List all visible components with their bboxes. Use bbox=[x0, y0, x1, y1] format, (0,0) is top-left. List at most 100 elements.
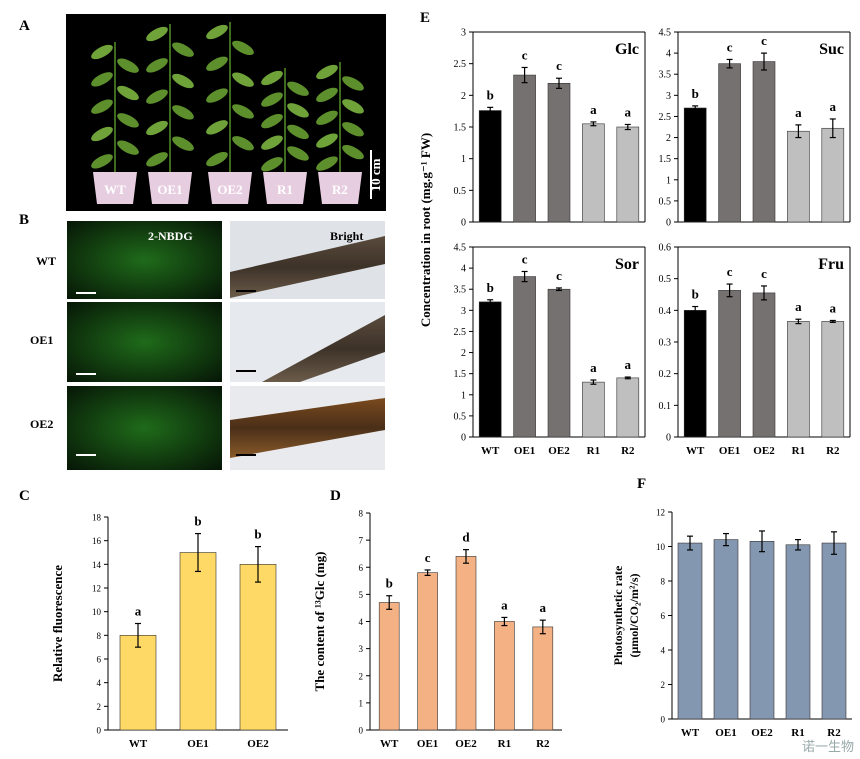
significance-letter: b bbox=[487, 280, 494, 295]
plant-pot bbox=[148, 172, 192, 204]
error-bar bbox=[195, 532, 201, 573]
x-tick-label: R2 bbox=[536, 738, 550, 750]
y-tick-label: 8 bbox=[661, 577, 666, 587]
y-tick-label: 7 bbox=[359, 536, 364, 546]
x-tick-label: R1 bbox=[587, 445, 600, 457]
error-bar bbox=[761, 52, 767, 71]
y-tick-label: 6 bbox=[359, 563, 364, 573]
y-tick-label: 2.5 bbox=[659, 112, 672, 123]
error-bar bbox=[556, 287, 562, 292]
panel-letter-b: B bbox=[19, 212, 29, 228]
bar-oe1 bbox=[417, 572, 438, 731]
y-tick-label: 12 bbox=[656, 508, 665, 518]
error-bar bbox=[624, 376, 631, 380]
y-tick-label: 0.3 bbox=[659, 338, 672, 349]
bar-r2 bbox=[821, 321, 845, 438]
x-tick-label: OE1 bbox=[719, 445, 740, 457]
significance-letter: c bbox=[761, 266, 767, 281]
error-bar bbox=[624, 123, 631, 131]
row-label-wt: WT bbox=[36, 254, 56, 268]
y-axis-label: (μmol/CO₂/m²/s) bbox=[627, 574, 641, 658]
bar-oe2 bbox=[547, 288, 571, 438]
watermark: 诺一生物 bbox=[801, 740, 854, 755]
bar-r2 bbox=[821, 127, 845, 223]
y-tick-label: 8 bbox=[359, 509, 364, 519]
bar-r1 bbox=[582, 381, 605, 438]
chart-e-suc: 0 0.5 1 1.5 2 2.5 3 3.5 4 4.5 b c c a a Suc bbox=[659, 28, 851, 229]
significance-letter: c bbox=[727, 39, 733, 54]
error-bar bbox=[487, 106, 494, 115]
bar-r2 bbox=[532, 626, 554, 731]
significance-letter: b bbox=[692, 287, 699, 302]
significance-letter: c bbox=[556, 58, 562, 73]
bar-r1 bbox=[787, 130, 810, 223]
error-bar bbox=[556, 77, 562, 89]
bar-r2 bbox=[821, 542, 847, 720]
x-tick-label: WT bbox=[129, 738, 148, 750]
bar-oe1 bbox=[718, 290, 741, 438]
y-tick-label: 4 bbox=[359, 617, 364, 627]
y-tick-label: 2 bbox=[661, 680, 666, 690]
error-bar bbox=[692, 105, 699, 111]
bar-wt bbox=[119, 635, 157, 731]
bar-wt bbox=[677, 542, 703, 720]
significance-letter: a bbox=[590, 102, 597, 117]
x-tick-label: R2 bbox=[827, 727, 841, 739]
y-tick-label: 3 bbox=[666, 91, 671, 102]
y-tick-label: 0 bbox=[661, 715, 666, 725]
y-tick-label: 0.5 bbox=[659, 274, 672, 285]
error-bar bbox=[726, 283, 733, 298]
y-tick-label: 1.5 bbox=[454, 369, 467, 380]
chart-title: Fru bbox=[818, 256, 844, 273]
plant-label: OE1 bbox=[157, 182, 182, 197]
significance-letter: a bbox=[830, 99, 837, 114]
y-tick-label: 0.1 bbox=[659, 401, 672, 412]
y-tick-label: 1 bbox=[666, 175, 671, 186]
y-tick-label: 2 bbox=[359, 671, 364, 681]
significance-letter: c bbox=[425, 550, 431, 565]
x-tick-label: OE2 bbox=[548, 445, 570, 457]
error-bar bbox=[687, 535, 693, 551]
chart-e-glc: 0 0.5 1 1.5 2 2.5 3 b c c a a Glc bbox=[454, 28, 646, 229]
significance-letter: b bbox=[386, 576, 393, 591]
x-tick-label: R1 bbox=[792, 445, 805, 457]
significance-letter: a bbox=[135, 604, 142, 619]
bar-wt bbox=[683, 310, 707, 438]
bar-oe1 bbox=[513, 276, 536, 438]
panel-letter-c: C bbox=[19, 488, 30, 504]
x-tick-label: WT bbox=[380, 738, 399, 750]
bar-r1 bbox=[785, 544, 811, 720]
bar-oe2 bbox=[752, 292, 776, 438]
significance-letter: a bbox=[625, 104, 632, 119]
fluorescence-header: 2-NBDG bbox=[148, 229, 193, 243]
y-tick-label: 2 bbox=[461, 91, 466, 102]
y-tick-label: 8 bbox=[97, 631, 102, 641]
plant: R1 bbox=[261, 68, 309, 204]
e-shared-ylabel: Concentration in root (mg.g⁻¹ FW) bbox=[418, 133, 433, 327]
bar-r1 bbox=[582, 123, 605, 223]
plant-label: WT bbox=[104, 182, 126, 197]
y-tick-label: 2 bbox=[666, 133, 671, 144]
bright-header: Bright bbox=[330, 229, 363, 243]
x-tick-label: R1 bbox=[498, 738, 511, 750]
bar-wt bbox=[478, 110, 502, 223]
y-tick-label: 2.5 bbox=[454, 327, 467, 338]
bar-oe1 bbox=[179, 552, 217, 731]
x-tick-label: OE1 bbox=[715, 727, 736, 739]
y-tick-label: 0 bbox=[666, 218, 671, 229]
row-label-oe1: OE1 bbox=[30, 333, 53, 347]
significance-letter: c bbox=[556, 268, 562, 283]
error-bar bbox=[761, 285, 767, 301]
plant-pot bbox=[93, 172, 137, 204]
error-bar bbox=[501, 616, 508, 627]
plant-label: R2 bbox=[332, 182, 348, 197]
error-bar bbox=[590, 379, 597, 385]
y-axis-label: Relative fluorescence bbox=[50, 565, 65, 682]
plant-pot bbox=[318, 172, 362, 204]
chart-c: 0 2 4 6 8 10 12 14 16 18 a WT b OE1 b OE2 Relative fluor… bbox=[50, 513, 288, 750]
y-tick-label: 3.5 bbox=[659, 70, 672, 81]
chart-f: 0 2 4 6 8 10 12 WT OE1 OE2 R1 R2 Photosynthetic rate… bbox=[611, 508, 852, 739]
error-bar bbox=[255, 545, 261, 583]
